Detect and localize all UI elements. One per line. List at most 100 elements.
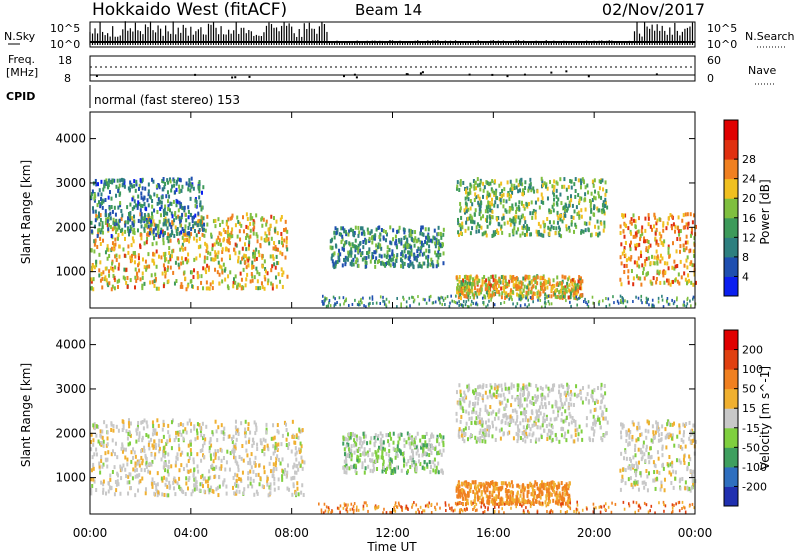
heatmap-cell	[655, 280, 658, 285]
heatmap-cell	[532, 186, 535, 191]
heatmap-cell	[101, 429, 104, 434]
heatmap-cell	[489, 208, 492, 213]
heatmap-cell	[555, 188, 558, 193]
heatmap-cell	[559, 493, 562, 498]
heatmap-cell	[686, 225, 689, 230]
heatmap-cell	[687, 221, 690, 226]
heatmap-cell	[175, 460, 178, 465]
heatmap-cell	[210, 485, 213, 490]
heatmap-cell	[281, 433, 284, 438]
heatmap-cell	[118, 183, 121, 188]
heatmap-cell	[206, 245, 209, 250]
heatmap-cell	[141, 257, 144, 262]
heatmap-cell	[117, 233, 120, 238]
heatmap-cell	[572, 290, 575, 295]
heatmap-cell	[499, 226, 502, 231]
heatmap-cell	[332, 295, 335, 299]
heatmap-cell	[152, 424, 155, 429]
heatmap-cell	[419, 248, 422, 253]
heatmap-cell	[90, 248, 93, 253]
heatmap-cell	[556, 220, 559, 225]
heatmap-cell	[110, 421, 113, 426]
heatmap-cell	[104, 209, 107, 214]
heatmap-cell	[475, 225, 478, 230]
heatmap-cell	[414, 236, 417, 241]
heatmap-cell	[492, 233, 495, 238]
heatmap-cell	[213, 242, 216, 247]
heatmap-cell	[395, 255, 398, 260]
heatmap-cell	[113, 243, 116, 248]
heatmap-cell	[248, 437, 251, 442]
heatmap-cell	[146, 232, 149, 237]
heatmap-cell	[117, 266, 120, 271]
heatmap-cell	[166, 267, 169, 272]
nave-dot	[655, 73, 658, 76]
heatmap-cell	[279, 217, 282, 222]
heatmap-cell	[519, 493, 522, 498]
heatmap-cell	[474, 208, 477, 213]
heatmap-cell	[272, 469, 275, 474]
heatmap-cell	[336, 227, 339, 232]
heatmap-cell	[218, 484, 221, 489]
heatmap-cell	[539, 488, 542, 493]
heatmap-cell	[167, 218, 170, 223]
heatmap-cell	[500, 286, 503, 291]
heatmap-cell	[269, 469, 272, 474]
heatmap-cell	[434, 470, 437, 475]
heatmap-cell	[643, 276, 646, 281]
heatmap-cell	[214, 449, 217, 454]
heatmap-cell	[134, 254, 137, 259]
heatmap-cell	[374, 250, 377, 255]
heatmap-cell	[551, 286, 554, 291]
heatmap-cell	[404, 241, 407, 246]
heatmap-cell	[147, 224, 150, 229]
heatmap-cell	[135, 431, 138, 436]
heatmap-cell	[167, 199, 170, 204]
heatmap-cell	[111, 438, 114, 443]
heatmap-cell	[414, 230, 417, 235]
heatmap-cell	[285, 422, 288, 427]
heatmap-cell	[466, 195, 469, 200]
heatmap-cell	[291, 419, 294, 424]
heatmap-cell	[175, 455, 178, 460]
heatmap-cell	[478, 482, 481, 487]
heatmap-cell	[584, 228, 587, 233]
heatmap-cell	[520, 280, 523, 285]
heatmap-cell	[415, 451, 418, 456]
heatmap-cell	[168, 485, 171, 490]
heatmap-cell	[493, 292, 496, 297]
heatmap-cell	[141, 435, 144, 440]
heatmap-cell	[382, 459, 385, 464]
heatmap-cell	[147, 182, 150, 187]
heatmap-cell	[345, 455, 348, 460]
heatmap-cell	[532, 277, 535, 282]
heatmap-cell	[625, 263, 628, 268]
heatmap-cell	[656, 269, 659, 274]
heatmap-cell	[623, 249, 626, 254]
heatmap-cell	[526, 493, 529, 498]
heatmap-cell	[357, 243, 360, 248]
heatmap-cell	[684, 277, 687, 282]
heatmap-cell	[392, 431, 395, 436]
heatmap-cell	[219, 222, 222, 227]
heatmap-cell	[520, 284, 523, 289]
heatmap-cell	[112, 220, 115, 225]
heatmap-cell	[549, 210, 552, 215]
heatmap-cell	[377, 225, 380, 230]
heatmap-cell	[380, 246, 383, 251]
heatmap-cell	[151, 258, 154, 263]
heatmap-cell	[200, 274, 203, 279]
heatmap-cell	[397, 440, 400, 445]
heatmap-cell	[663, 261, 666, 266]
heatmap-cell	[436, 241, 439, 246]
heatmap-cell	[245, 440, 248, 445]
heatmap-cell	[143, 241, 146, 246]
heatmap-cell	[507, 488, 510, 493]
heatmap-cell	[167, 472, 170, 477]
noise-tick-top-right: 10^5	[707, 22, 737, 35]
heatmap-cell	[597, 232, 600, 237]
heatmap-cell	[163, 185, 166, 190]
heatmap-cell	[456, 290, 459, 295]
heatmap-cell	[553, 291, 556, 296]
heatmap-cell	[540, 480, 543, 485]
